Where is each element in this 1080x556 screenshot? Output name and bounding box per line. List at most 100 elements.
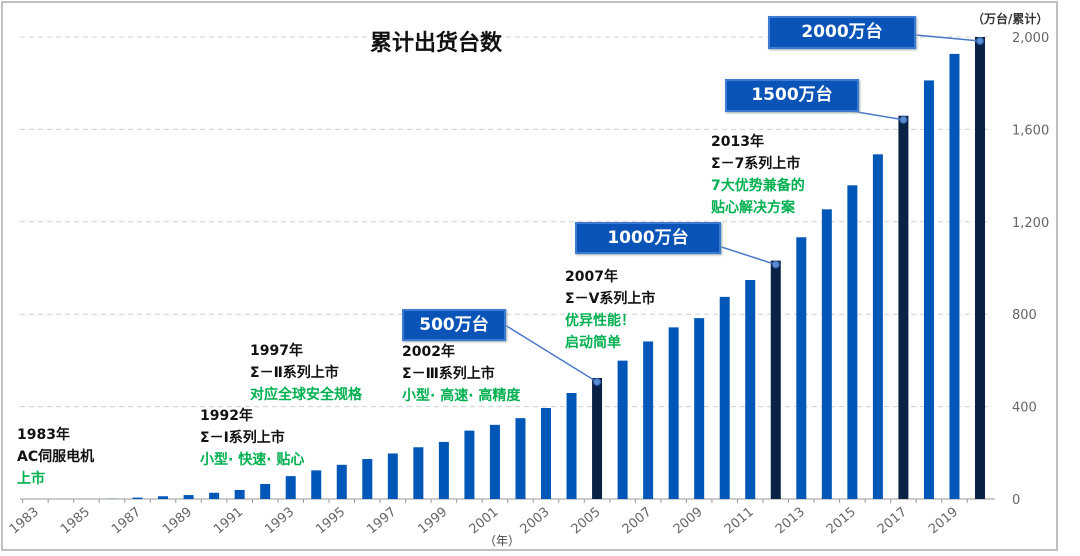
annotation-product: AC伺服电机: [17, 449, 95, 465]
x-tick-label: 2011: [722, 505, 757, 538]
callout-1000: 1000万台: [575, 222, 721, 254]
callout-marker: [593, 377, 602, 386]
x-tick-label: 2009: [671, 505, 706, 538]
bar-2007: [643, 341, 654, 499]
annotation-2007: 2007年 Σ－Ⅴ系列上市 优异性能！ 启动简单: [565, 266, 655, 354]
bar-1988: [158, 496, 169, 499]
callout-connector: [504, 324, 598, 383]
y-tick-label: 0: [1012, 493, 1020, 508]
annotation-year: 1983年: [17, 427, 70, 443]
chart-title: 累计出货台数: [370, 30, 503, 56]
annotation-product: Σ－Ⅴ系列上市: [565, 291, 656, 307]
annotation-feature: 小型· 快速· 贴心: [200, 452, 305, 468]
annotation-year: 1997年: [250, 343, 303, 359]
bar-1991: [234, 489, 245, 499]
bar-2017: [898, 115, 909, 500]
x-tick-label: 2001: [467, 505, 502, 538]
bar-2015: [847, 185, 858, 499]
x-tick-label: 1985: [58, 505, 93, 538]
annotation-feature: 启动简单: [565, 335, 621, 351]
bar-2001: [489, 424, 500, 499]
x-tick-label: 2007: [620, 505, 655, 538]
annotation-year: 2002年: [402, 344, 455, 360]
annotation-feature: 上市: [17, 471, 45, 487]
annotation-feature: 贴心解决方案: [711, 200, 795, 216]
bar-1990: [209, 492, 220, 499]
y-tick-label: 800: [1012, 308, 1037, 323]
annotation-2013: 2013年 Σ－7系列上市 7大优势兼备的 贴心解决方案: [711, 131, 805, 219]
x-tick-label: 2015: [824, 505, 859, 538]
x-tick-label: 1991: [211, 505, 246, 538]
y-tick-label: 1,200: [1012, 216, 1049, 231]
callout-connector: [904, 33, 981, 42]
bar-1999: [438, 441, 449, 499]
callout-marker: [899, 115, 908, 124]
bar-2005: [592, 377, 603, 499]
x-tick-label: 1993: [262, 505, 297, 538]
bar-2012: [770, 260, 781, 499]
bar-2004: [566, 392, 577, 499]
callout-1500: 1500万台: [725, 79, 859, 112]
x-tick-label: 1995: [313, 505, 348, 538]
callout-500: 500万台: [402, 309, 506, 341]
bar-2016: [872, 154, 883, 499]
bar-1997: [387, 453, 398, 499]
callout-2000: 2000万台: [768, 16, 916, 49]
bar-1989: [183, 495, 194, 499]
chart-frame: [1, 1, 1058, 551]
bar-2013: [796, 237, 807, 500]
bar-1996: [362, 459, 373, 499]
x-tick-label: 2017: [875, 505, 910, 538]
bar-2009: [694, 318, 705, 499]
annotation-product: Σ－Ⅰ系列上市: [200, 430, 285, 446]
bar-2000: [464, 430, 475, 499]
annotation-feature: 7大优势兼备的: [711, 178, 805, 194]
annotation-feature: 优异性能！: [565, 313, 635, 329]
annotation-product: Σ－Ⅲ系列上市: [402, 366, 495, 382]
x-tick-label: 2003: [518, 505, 553, 538]
bar-1987: [132, 497, 143, 499]
annotation-feature: 对应全球安全规格: [250, 387, 362, 403]
bar-1993: [285, 476, 296, 499]
annotation-1992: 1992年 Σ－Ⅰ系列上市 小型· 快速· 贴心: [200, 405, 304, 471]
bar-1992: [260, 483, 271, 499]
callout-marker: [771, 260, 780, 269]
bar-2006: [617, 360, 628, 499]
x-tick-label: 1983: [7, 505, 42, 538]
annotation-2002: 2002年 Σ－Ⅲ系列上市 小型· 高速· 高精度: [402, 341, 520, 407]
x-tick-label: 1989: [160, 505, 195, 538]
bar-2020: [975, 37, 986, 499]
callout-marker: [976, 37, 985, 45]
bar-2014: [821, 209, 832, 500]
bar-1995: [336, 464, 347, 499]
bar-1994: [311, 470, 322, 499]
x-tick-label: 1987: [109, 505, 144, 538]
annotation-product: Σ－Ⅱ系列上市: [250, 365, 339, 381]
bar-2010: [719, 296, 730, 499]
annotation-year: 2007年: [565, 269, 618, 285]
annotation-feature: 小型· 高速· 高精度: [402, 388, 521, 404]
bar-2011: [745, 280, 756, 499]
annotation-1983: 1983年 AC伺服电机 上市: [17, 424, 94, 490]
bar-2019: [949, 53, 960, 499]
bar-2002: [515, 418, 526, 499]
annotation-year: 1992年: [200, 408, 253, 424]
y-tick-label: 1,600: [1012, 123, 1049, 138]
x-tick-label: 1997: [364, 505, 399, 538]
bar-2003: [541, 407, 551, 499]
x-tick-label: 2005: [569, 505, 604, 538]
bar-2018: [923, 80, 934, 499]
y-tick-label: 2,000: [1012, 31, 1049, 46]
x-tick-label: 1999: [415, 505, 450, 538]
unit-label: （万台/累计）: [972, 11, 1048, 26]
bar-1998: [413, 447, 424, 499]
annotation-year: 2013年: [711, 134, 764, 150]
x-axis-label: （年）: [484, 534, 520, 548]
y-tick-label: 400: [1012, 401, 1037, 416]
x-tick-label: 2013: [773, 505, 808, 538]
annotation-1997: 1997年 Σ－Ⅱ系列上市 对应全球安全规格: [250, 340, 362, 406]
x-tick-label: 2019: [926, 505, 961, 538]
bar-2008: [668, 327, 679, 499]
